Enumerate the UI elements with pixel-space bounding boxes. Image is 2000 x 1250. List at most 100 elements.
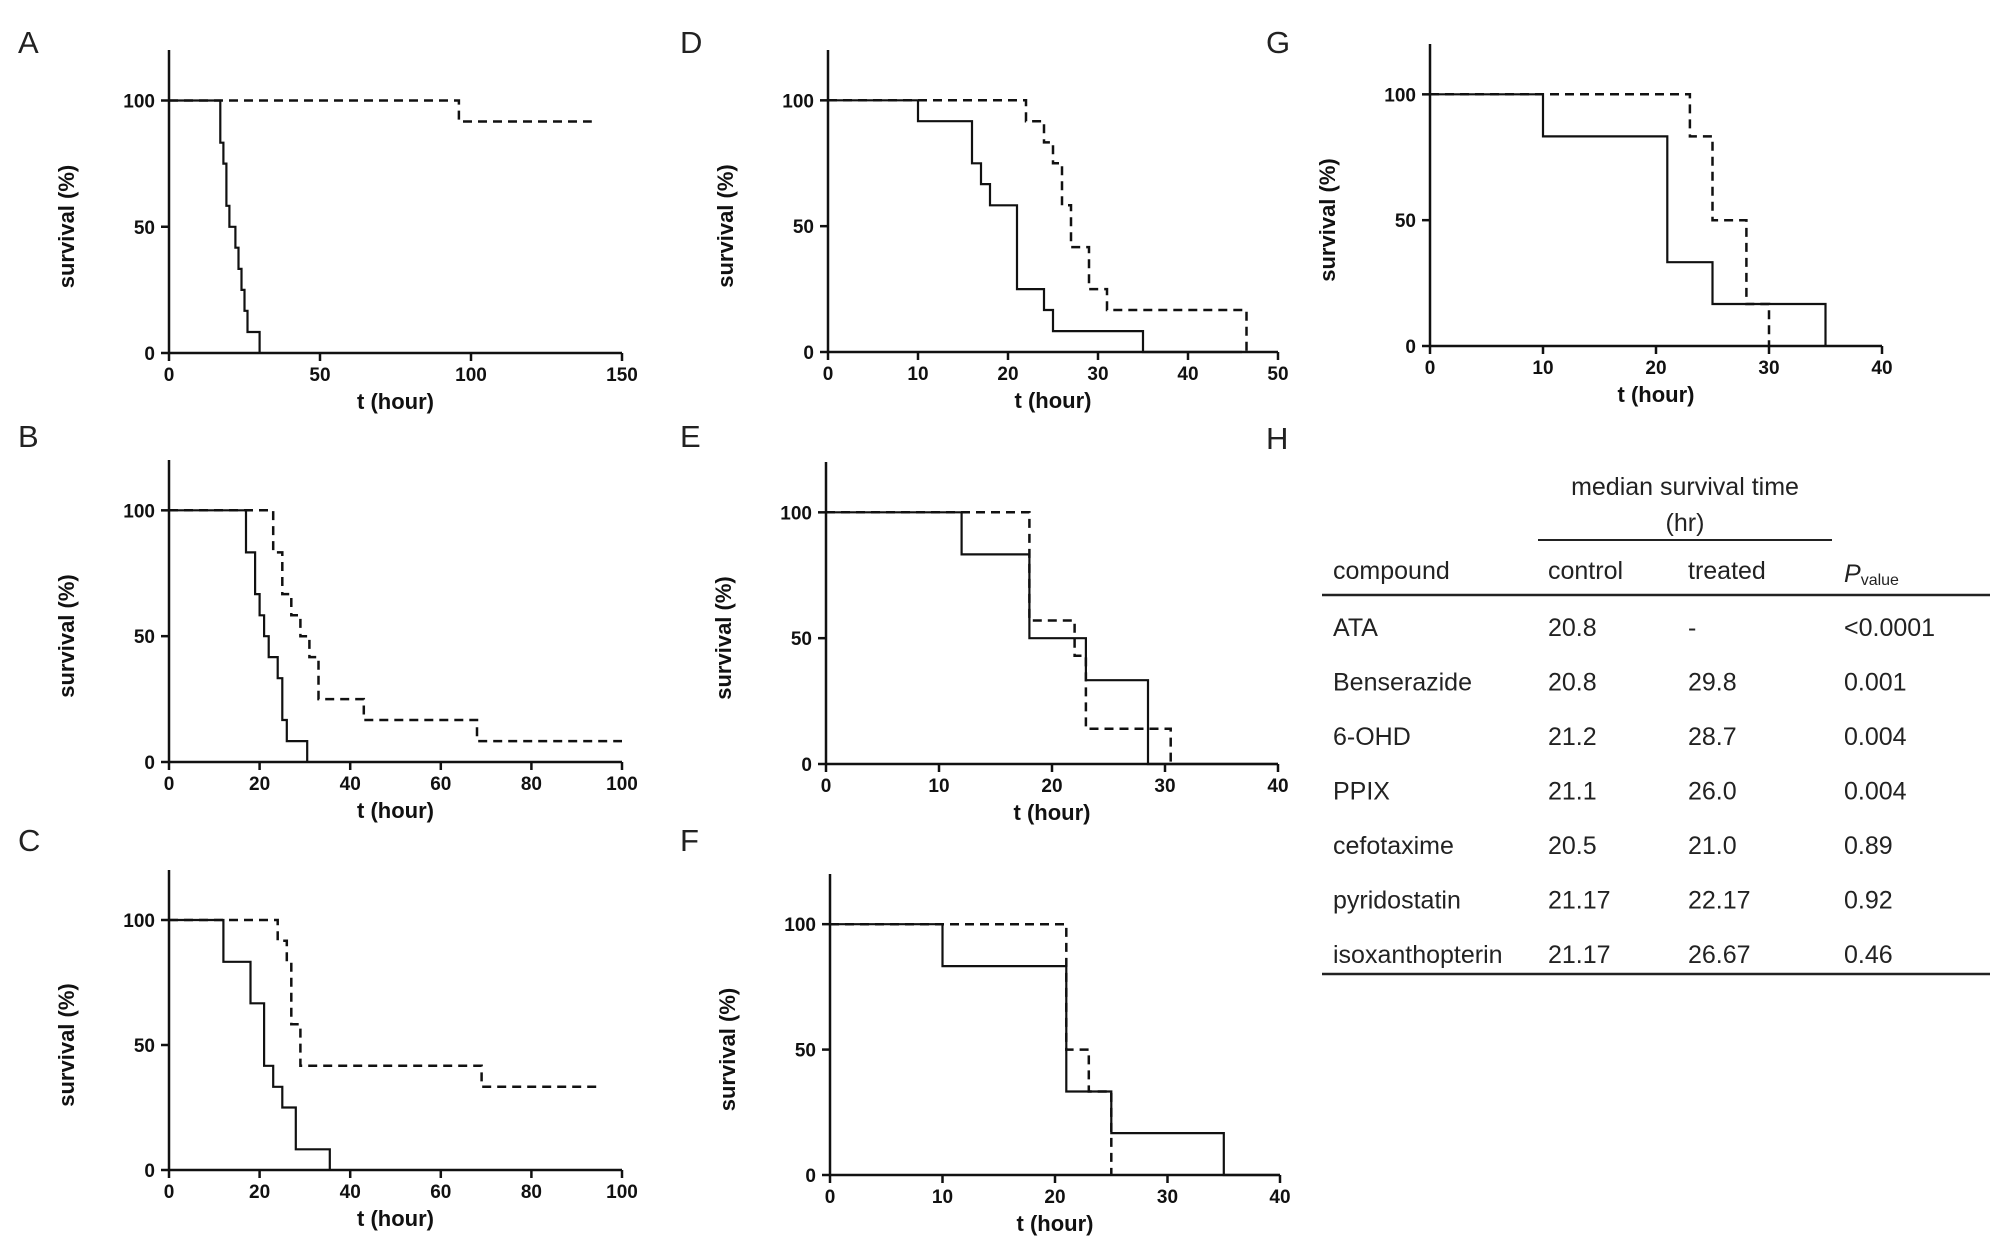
solid-series-line <box>169 918 331 1170</box>
cell-compound: ATA <box>1333 614 1378 642</box>
solid-series-line <box>1430 93 1827 346</box>
panel-letter: G <box>1266 25 1290 60</box>
cell-p-value: 0.004 <box>1844 778 1907 806</box>
cell-control: 21.1 <box>1548 778 1597 806</box>
x-tick-label: 0 <box>164 365 175 386</box>
table-group-header-unit: (hr) <box>1666 509 1705 537</box>
y-axis-title: survival (%) <box>54 983 79 1107</box>
cell-compound: 6-OHD <box>1333 723 1411 751</box>
x-tick-label: 80 <box>521 774 542 795</box>
x-tick-label: 30 <box>1154 776 1175 797</box>
y-tick-label: 0 <box>144 1161 155 1182</box>
x-tick-label: 0 <box>1425 358 1436 379</box>
cell-compound: isoxanthopterin <box>1333 941 1503 969</box>
table-group-header: median survival time <box>1571 473 1799 501</box>
x-axis-title: t (hour) <box>1618 382 1695 407</box>
y-tick-label: 0 <box>144 753 155 774</box>
cell-treated: 22.17 <box>1688 887 1751 915</box>
cell-treated: 26.67 <box>1688 941 1751 969</box>
x-axis-title: t (hour) <box>1014 800 1091 825</box>
cell-treated: 29.8 <box>1688 669 1737 697</box>
cell-compound: pyridostatin <box>1333 887 1461 915</box>
x-tick-label: 20 <box>249 774 270 795</box>
cell-compound: PPIX <box>1333 778 1390 806</box>
y-axis-title: survival (%) <box>715 988 740 1112</box>
x-tick-label: 20 <box>1645 358 1666 379</box>
x-tick-label: 40 <box>1267 776 1288 797</box>
cell-control: 20.5 <box>1548 832 1597 860</box>
table-row: isoxanthopterin 21.17 26.67 0.46 <box>1333 941 1893 969</box>
y-tick-label: 50 <box>795 1041 816 1062</box>
y-tick-label: 100 <box>784 915 816 936</box>
solid-series-line <box>826 511 1278 766</box>
column-header-treated: treated <box>1688 557 1766 585</box>
cell-p-value: 0.004 <box>1844 723 1907 751</box>
solid-series-line <box>169 509 309 762</box>
y-tick-label: 0 <box>801 755 812 776</box>
cell-p-value: 0.001 <box>1844 669 1907 697</box>
y-axis-title: survival (%) <box>711 576 736 700</box>
cell-treated: 28.7 <box>1688 723 1737 751</box>
x-tick-label: 100 <box>606 1182 638 1203</box>
panel-letter: C <box>18 823 40 858</box>
cell-control: 21.2 <box>1548 723 1597 751</box>
panel-letter: F <box>680 823 699 858</box>
y-axis-title: survival (%) <box>54 574 79 698</box>
y-tick-label: 100 <box>780 503 812 524</box>
x-tick-label: 80 <box>521 1182 542 1203</box>
dashed-series-line <box>828 99 1248 352</box>
y-tick-label: 100 <box>123 911 155 932</box>
x-axis-title: t (hour) <box>1017 1211 1094 1236</box>
dashed-series-line <box>169 918 600 1089</box>
cell-p-value: <0.0001 <box>1844 614 1935 642</box>
y-axis-title: survival (%) <box>713 164 738 288</box>
y-tick-label: 100 <box>1384 85 1416 106</box>
x-tick-label: 0 <box>164 1182 175 1203</box>
x-tick-label: 0 <box>821 776 832 797</box>
y-tick-label: 50 <box>134 218 155 239</box>
solid-series-line <box>169 99 261 353</box>
panel-letter: E <box>680 419 701 454</box>
x-tick-label: 40 <box>340 774 361 795</box>
y-tick-label: 0 <box>805 1166 816 1187</box>
median-survival-table: H median survival time (hr) compound con… <box>1266 421 1990 976</box>
p-subscript: value <box>1861 572 1899 589</box>
chart-panel-g: G 0 10 20 30 40 0 50 100 t (hour) survival (%) <box>1266 25 1893 407</box>
chart-panel-f: F 0 10 20 30 40 0 50 100 t (hour) survival (%) <box>680 823 1291 1236</box>
column-header-p: Pvalue <box>1844 560 1899 589</box>
x-axis-title: t (hour) <box>357 389 434 414</box>
y-tick-label: 50 <box>134 1036 155 1057</box>
x-tick-label: 50 <box>309 365 330 386</box>
cell-compound: cefotaxime <box>1333 832 1454 860</box>
x-tick-label: 40 <box>1177 364 1198 385</box>
cell-p-value: 0.46 <box>1844 941 1893 969</box>
cell-treated: 21.0 <box>1688 832 1737 860</box>
x-tick-label: 10 <box>928 776 949 797</box>
x-tick-label: 100 <box>455 365 487 386</box>
table-body: ATA 20.8 - <0.0001 Benserazide 20.8 29.8 0.001 6… <box>1333 614 1935 969</box>
cell-control: 20.8 <box>1548 614 1597 642</box>
table-row: Benserazide 20.8 29.8 0.001 <box>1333 669 1907 697</box>
column-header-compound: compound <box>1333 557 1450 585</box>
x-tick-label: 0 <box>825 1187 836 1208</box>
x-tick-label: 40 <box>1269 1187 1290 1208</box>
y-tick-label: 50 <box>793 217 814 238</box>
dashed-series-line <box>830 922 1113 1175</box>
x-tick-label: 10 <box>907 364 928 385</box>
x-tick-label: 20 <box>997 364 1018 385</box>
dashed-series-line <box>169 509 622 743</box>
x-axis-title: t (hour) <box>357 798 434 823</box>
y-tick-label: 100 <box>123 92 155 113</box>
x-tick-label: 20 <box>1041 776 1062 797</box>
cell-p-value: 0.92 <box>1844 887 1893 915</box>
chart-panel-d: D 0 10 20 30 40 50 0 50 100 t (hour) survival (%) <box>680 25 1289 413</box>
x-tick-label: 60 <box>430 774 451 795</box>
table-row: cefotaxime 20.5 21.0 0.89 <box>1333 832 1893 860</box>
dashed-series-line <box>826 511 1172 764</box>
x-tick-label: 0 <box>823 364 834 385</box>
y-axis-title: survival (%) <box>1315 158 1340 282</box>
cell-treated: - <box>1688 614 1696 642</box>
table-row: pyridostatin 21.17 22.17 0.92 <box>1333 887 1893 915</box>
y-tick-label: 100 <box>123 501 155 522</box>
